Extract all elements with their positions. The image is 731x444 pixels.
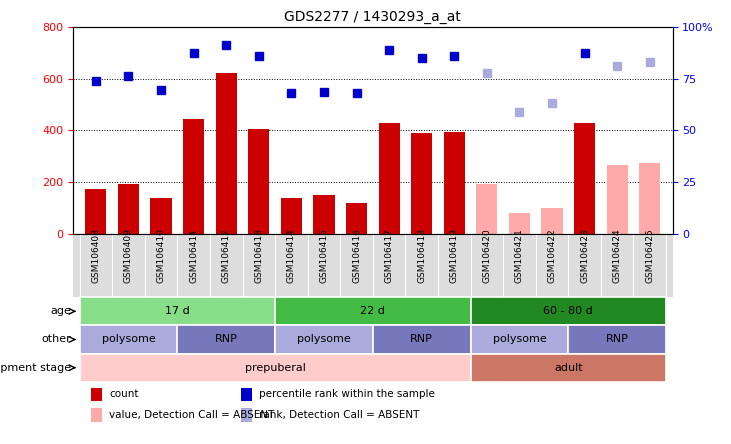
Text: polysome: polysome bbox=[493, 334, 546, 345]
Bar bbox=[249, 129, 270, 234]
Text: adult: adult bbox=[554, 363, 583, 373]
Bar bbox=[444, 132, 465, 234]
Bar bbox=[542, 208, 563, 234]
Text: development stage: development stage bbox=[0, 363, 72, 373]
Text: 22 d: 22 d bbox=[360, 306, 385, 316]
Bar bbox=[118, 184, 139, 234]
Bar bbox=[241, 408, 251, 422]
Bar bbox=[80, 297, 275, 325]
Bar bbox=[241, 388, 251, 401]
Bar bbox=[314, 195, 335, 234]
Bar bbox=[639, 163, 660, 234]
Text: prepuberal: prepuberal bbox=[245, 363, 306, 373]
Bar bbox=[471, 297, 666, 325]
Bar bbox=[86, 189, 107, 234]
Text: polysome: polysome bbox=[297, 334, 351, 345]
Bar bbox=[346, 203, 367, 234]
Bar bbox=[607, 166, 628, 234]
Text: age: age bbox=[50, 306, 72, 316]
Bar bbox=[411, 133, 432, 234]
Bar bbox=[471, 353, 666, 382]
Bar bbox=[91, 408, 102, 422]
Text: count: count bbox=[109, 389, 139, 399]
Title: GDS2277 / 1430293_a_at: GDS2277 / 1430293_a_at bbox=[284, 10, 461, 24]
Text: RNP: RNP bbox=[606, 334, 629, 345]
Bar bbox=[275, 325, 373, 353]
Bar bbox=[379, 123, 400, 234]
Bar bbox=[178, 325, 275, 353]
Text: rank, Detection Call = ABSENT: rank, Detection Call = ABSENT bbox=[259, 410, 420, 420]
Text: polysome: polysome bbox=[102, 334, 156, 345]
Bar bbox=[80, 325, 178, 353]
Text: RNP: RNP bbox=[215, 334, 238, 345]
Text: RNP: RNP bbox=[410, 334, 433, 345]
Text: percentile rank within the sample: percentile rank within the sample bbox=[259, 389, 435, 399]
Bar bbox=[91, 388, 102, 401]
Bar bbox=[183, 119, 204, 234]
Bar bbox=[568, 325, 666, 353]
Bar bbox=[471, 325, 568, 353]
Text: 17 d: 17 d bbox=[165, 306, 190, 316]
Bar bbox=[151, 198, 172, 234]
Bar bbox=[216, 73, 237, 234]
Bar bbox=[80, 353, 471, 382]
Bar bbox=[509, 214, 530, 234]
Bar bbox=[574, 123, 595, 234]
Bar bbox=[275, 297, 471, 325]
Bar bbox=[476, 184, 497, 234]
Text: value, Detection Call = ABSENT: value, Detection Call = ABSENT bbox=[109, 410, 274, 420]
Text: other: other bbox=[42, 334, 72, 345]
Text: 60 - 80 d: 60 - 80 d bbox=[543, 306, 593, 316]
Bar bbox=[373, 325, 471, 353]
Bar bbox=[281, 198, 302, 234]
